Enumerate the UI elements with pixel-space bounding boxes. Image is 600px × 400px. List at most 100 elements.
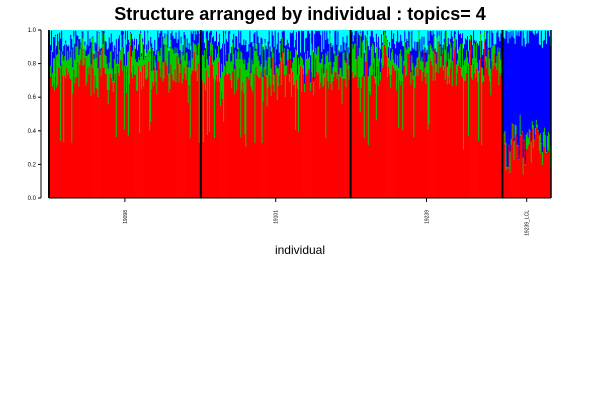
bar-segment	[508, 30, 510, 32]
bar-segment	[439, 67, 442, 198]
bar-segment	[72, 47, 74, 68]
bar-segment	[546, 30, 549, 137]
bar-segment	[371, 43, 374, 76]
bar-segment	[431, 35, 433, 49]
bar-segment	[384, 30, 386, 32]
bar-segment	[283, 48, 286, 75]
bar-segment	[363, 52, 366, 77]
bar-segment	[534, 134, 537, 198]
bar-segment	[145, 55, 147, 57]
bar-segment	[437, 42, 440, 73]
bar-segment	[539, 153, 542, 198]
bar-segment	[491, 48, 493, 61]
bar-segment	[116, 54, 119, 56]
bar-segment	[455, 85, 458, 198]
bar-segment	[411, 30, 413, 56]
bar-segment	[188, 42, 191, 61]
bar-segment	[338, 74, 340, 90]
bar-segment	[295, 32, 298, 51]
bar-segment	[231, 61, 233, 89]
bar-segment	[100, 30, 102, 49]
bar-segment	[541, 164, 544, 198]
bar-segment	[531, 30, 534, 122]
bar-segment	[134, 45, 136, 75]
bar-segment	[272, 35, 275, 53]
bar-segment	[51, 30, 53, 31]
bar-segment	[347, 69, 349, 198]
bar-segment	[285, 74, 288, 198]
bar-segment	[346, 46, 348, 58]
bar-segment	[379, 49, 382, 73]
bar-segment	[138, 57, 140, 67]
bar-segment	[308, 30, 310, 59]
bar-segment	[267, 87, 269, 198]
bar-segment	[284, 96, 287, 198]
bar-segment	[71, 30, 73, 40]
bar-segment	[360, 36, 363, 58]
bar-segment	[499, 47, 501, 73]
bar-segment	[532, 33, 535, 126]
bar-segment	[366, 34, 369, 41]
bar-segment	[143, 44, 145, 60]
bar-segment	[70, 30, 72, 35]
bar-segment	[104, 30, 107, 41]
bar-segment	[528, 128, 531, 144]
bar-segment	[207, 40, 210, 65]
bar-segment	[269, 46, 271, 57]
bar-segment	[196, 30, 199, 31]
bar-segment	[87, 30, 89, 31]
bar-segment	[225, 30, 227, 34]
bar-segment	[369, 30, 372, 37]
bar-segment	[422, 71, 424, 198]
bar-segment	[88, 30, 90, 47]
bar-segment	[98, 30, 100, 32]
bar-segment	[538, 44, 541, 136]
bar-segment	[358, 30, 361, 36]
bar-segment	[97, 68, 99, 97]
bar-segment	[260, 30, 262, 38]
bar-segment	[431, 48, 433, 66]
bar-segment	[213, 60, 216, 138]
bar-segment	[374, 52, 377, 77]
bar-segment	[109, 30, 112, 43]
bar-segment	[477, 30, 479, 44]
bar-segment	[450, 30, 453, 48]
bar-segment	[422, 30, 424, 50]
bar-segment	[525, 30, 528, 44]
bar-segment	[216, 31, 218, 58]
bar-segment	[212, 30, 215, 36]
bar-segment	[290, 68, 293, 97]
bar-segment	[154, 67, 156, 198]
bar-segment	[246, 30, 248, 52]
bar-segment	[451, 85, 454, 198]
bar-segment	[260, 71, 262, 198]
bar-segment	[339, 30, 341, 53]
bar-segment	[484, 30, 486, 32]
bar-segment	[193, 43, 196, 52]
bar-segment	[55, 48, 57, 198]
bar-segment	[183, 67, 185, 198]
bar-segment	[209, 30, 212, 43]
bar-segment	[465, 50, 468, 74]
bar-segment	[524, 30, 527, 47]
bar-segment	[543, 39, 546, 128]
bar-segment	[118, 30, 121, 36]
bar-segment	[434, 80, 436, 198]
bar-segment	[118, 51, 121, 76]
bar-segment	[358, 47, 361, 77]
bar-segment	[181, 52, 183, 84]
bar-segment	[427, 45, 429, 130]
bar-segment	[203, 83, 206, 198]
bar-segment	[519, 135, 521, 198]
bar-segment	[342, 78, 344, 198]
bar-segment	[284, 65, 287, 97]
bar-segment	[124, 65, 127, 199]
y-tick-label: 0.4	[28, 129, 37, 135]
bar-segment	[446, 84, 449, 198]
bar-segment	[512, 123, 514, 139]
bar-segment	[481, 30, 483, 41]
bar-segment	[293, 84, 296, 198]
bar-segment	[167, 30, 169, 48]
bar-segment	[59, 30, 61, 33]
bar-segment	[218, 41, 220, 46]
